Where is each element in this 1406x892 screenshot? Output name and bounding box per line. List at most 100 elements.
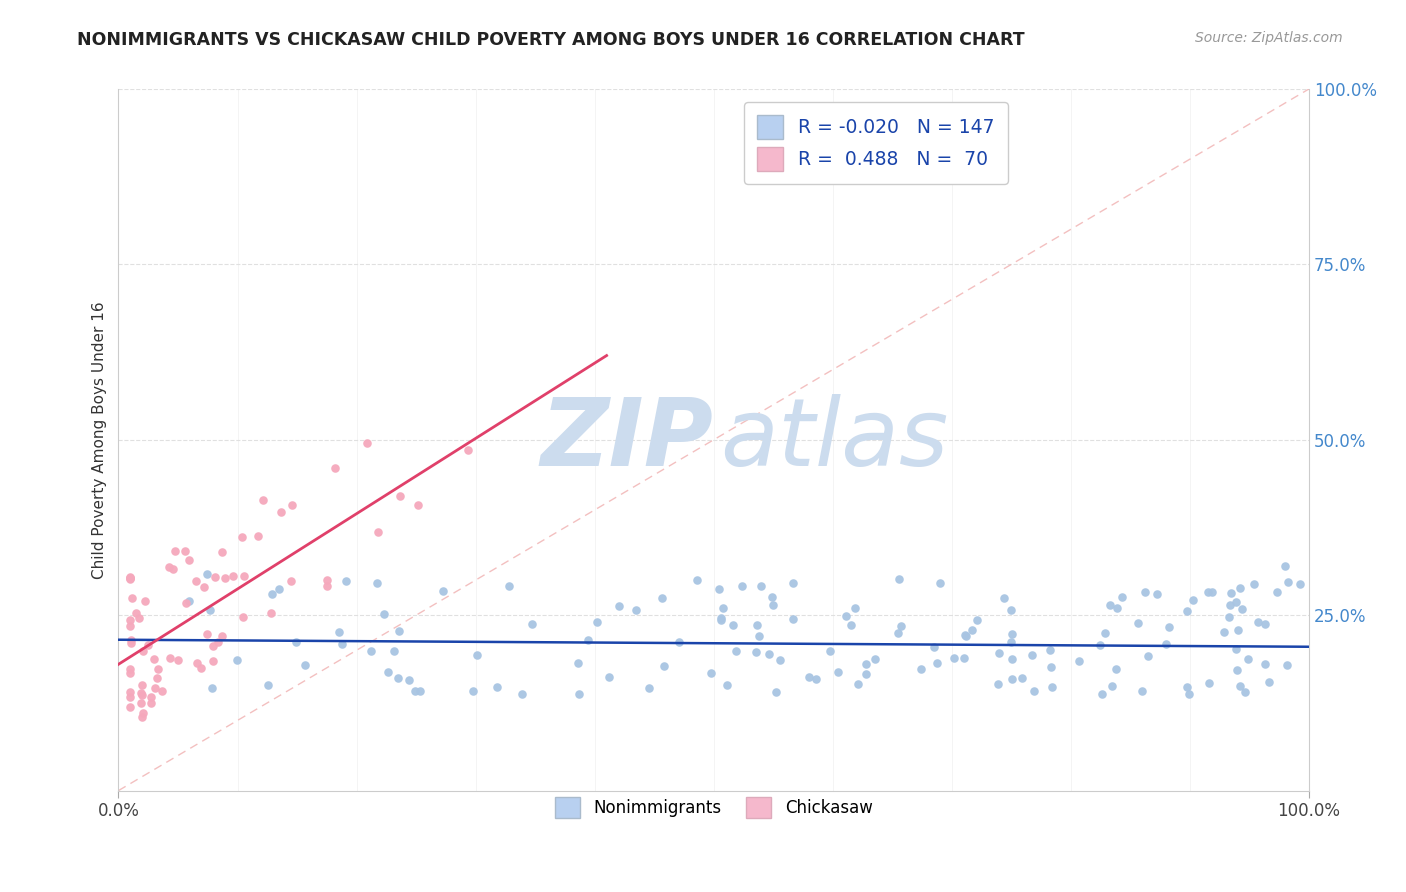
Point <box>1069 654 1091 668</box>
Point <box>316 573 339 587</box>
Point <box>150 684 173 698</box>
Point <box>960 624 983 638</box>
Point <box>408 684 430 698</box>
Point <box>120 619 142 633</box>
Point <box>953 651 976 665</box>
Point <box>731 579 754 593</box>
Point <box>247 529 270 543</box>
Point <box>1234 685 1257 699</box>
Point <box>335 574 357 589</box>
Point <box>835 609 858 624</box>
Point <box>129 686 152 700</box>
Point <box>827 665 849 679</box>
Text: NONIMMIGRANTS VS CHICKASAW CHILD POVERTY AMONG BOYS UNDER 16 CORRELATION CHART: NONIMMIGRANTS VS CHICKASAW CHILD POVERTY… <box>77 31 1025 49</box>
Point <box>1225 663 1247 677</box>
Point <box>141 696 163 710</box>
Point <box>925 656 948 670</box>
Point <box>626 603 648 617</box>
Point <box>707 582 730 596</box>
Point <box>699 665 721 680</box>
Point <box>174 596 197 610</box>
Point <box>745 618 768 632</box>
Point <box>1236 652 1258 666</box>
Point <box>638 681 661 695</box>
Point <box>207 635 229 649</box>
Point <box>269 582 291 597</box>
Point <box>668 635 690 649</box>
Point <box>129 696 152 710</box>
Point <box>202 654 225 668</box>
Point <box>1105 662 1128 676</box>
Point <box>966 613 988 627</box>
Point <box>360 644 382 658</box>
Point <box>765 684 787 698</box>
Point <box>252 492 274 507</box>
Point <box>159 651 181 665</box>
Point <box>177 552 200 566</box>
Point <box>567 656 589 670</box>
Point <box>198 603 221 617</box>
Point <box>782 576 804 591</box>
Point <box>1277 574 1299 589</box>
Point <box>1197 585 1219 599</box>
Point <box>232 610 254 624</box>
Point <box>148 662 170 676</box>
Point <box>1257 674 1279 689</box>
Point <box>367 524 389 539</box>
Point <box>382 644 405 658</box>
Point <box>461 683 484 698</box>
Point <box>749 579 772 593</box>
Point <box>193 580 215 594</box>
Point <box>485 680 508 694</box>
Point <box>1154 637 1177 651</box>
Point <box>195 567 218 582</box>
Point <box>1243 577 1265 591</box>
Point <box>1021 648 1043 662</box>
Point <box>1219 599 1241 613</box>
Point <box>145 681 167 696</box>
Point <box>330 637 353 651</box>
Point <box>294 657 316 672</box>
Point <box>432 583 454 598</box>
Point <box>128 611 150 625</box>
Point <box>748 629 770 643</box>
Point <box>200 681 222 695</box>
Point <box>190 661 212 675</box>
Point <box>710 613 733 627</box>
Point <box>120 690 142 704</box>
Point <box>782 612 804 626</box>
Point <box>745 645 768 659</box>
Point <box>1039 642 1062 657</box>
Point <box>1232 602 1254 616</box>
Point <box>197 627 219 641</box>
Point <box>711 601 734 615</box>
Point <box>465 648 488 662</box>
Point <box>120 571 142 585</box>
Point <box>498 579 520 593</box>
Point <box>457 443 479 458</box>
Point <box>1247 615 1270 630</box>
Point <box>1107 601 1129 615</box>
Point <box>120 636 142 650</box>
Point <box>1000 635 1022 649</box>
Point <box>1175 604 1198 618</box>
Point <box>222 569 245 583</box>
Point <box>211 545 233 559</box>
Point <box>177 593 200 607</box>
Point <box>1128 616 1150 631</box>
Point <box>568 687 591 701</box>
Point <box>1175 680 1198 694</box>
Point <box>1024 684 1046 698</box>
Point <box>1137 648 1160 663</box>
Point <box>204 570 226 584</box>
Point <box>769 652 792 666</box>
Point <box>139 690 162 704</box>
Point <box>131 689 153 703</box>
Point <box>1181 593 1204 607</box>
Point <box>846 677 869 691</box>
Point <box>1011 671 1033 685</box>
Point <box>762 599 785 613</box>
Point <box>598 670 620 684</box>
Point <box>373 607 395 621</box>
Point <box>186 656 208 670</box>
